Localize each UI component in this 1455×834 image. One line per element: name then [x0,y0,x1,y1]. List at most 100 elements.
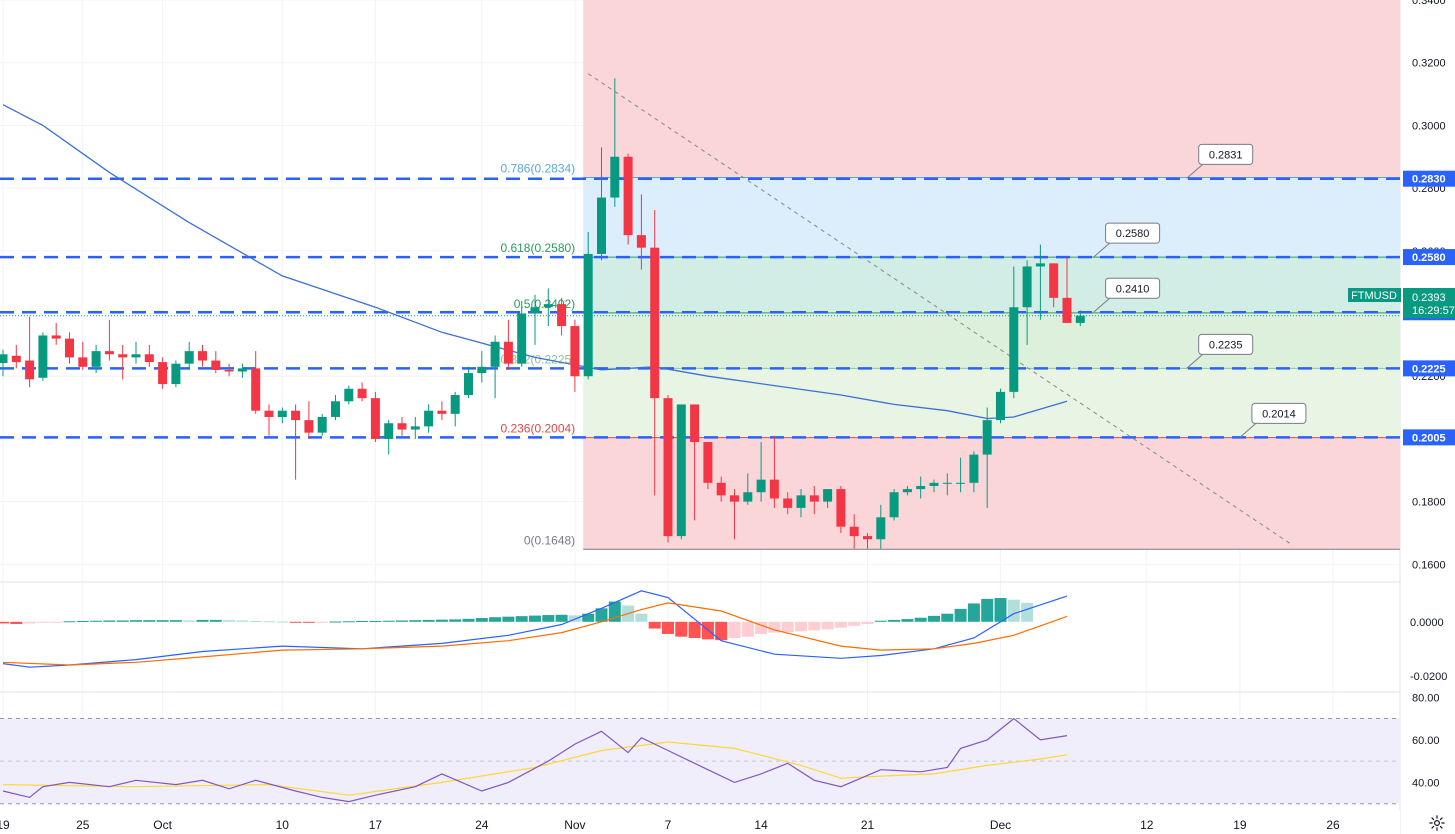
candle-body [982,420,992,455]
horizontal-levels[interactable] [0,177,1400,439]
candle-body [264,410,274,417]
candle-body [0,354,8,364]
candle-body [557,304,567,327]
candle-body [317,416,327,433]
callout-box[interactable] [1105,222,1161,244]
macd-histogram-bar [409,620,422,622]
time-tick-label: 17 [369,818,383,832]
candle-body [1035,263,1045,267]
candle-body [530,307,540,314]
macd-histogram-bar [648,621,661,629]
macd-histogram-bar [489,617,502,622]
macd-histogram-bar [396,620,408,622]
price-axis[interactable]: 0.16000.18000.20000.22000.24000.26000.28… [1401,0,1455,834]
candle-body [703,442,713,483]
fibonacci-retracement[interactable]: 0.786(0.2834)0.618(0.2580)0.5(0.2402)0.3… [500,0,1400,550]
callout-pointer [1186,354,1204,369]
macd-histogram-bar [382,620,395,622]
candle-body [783,498,793,508]
callout-pointer [1239,422,1257,438]
fib-level-label: 0.618(0.2580) [500,241,575,255]
macd-histogram-bar [808,621,821,631]
candle-body [636,235,646,248]
candle-body [756,479,766,493]
candle-body [597,197,606,254]
callout-label: 0.2831 [1209,149,1243,161]
callout-box[interactable] [1251,402,1307,424]
candle-body [118,354,128,358]
macd-histogram-bar [715,621,728,641]
candle-body [11,355,21,363]
callout-box[interactable] [1105,277,1161,299]
candle-body [663,398,673,537]
candle-body [876,517,886,540]
macd-histogram-bar [688,621,701,638]
macd-histogram-bar [76,620,89,622]
macd-histogram-bar [422,619,435,622]
rsi-tick-label: 40.00 [1412,777,1440,789]
fib-level-label: 0.786(0.2834) [500,161,575,175]
macd-histogram-bar [143,620,156,622]
macd-histogram-bar [276,621,289,623]
trendline[interactable] [587,73,1294,546]
candle-body [397,423,407,430]
candle-body [224,369,234,372]
callout-pointer [1093,242,1110,258]
candle-body [65,338,74,358]
candle-body [503,341,513,364]
macd-histogram-bar [874,620,887,622]
callout-box[interactable] [1198,143,1254,165]
macd-histogram-bar [595,608,608,622]
fib-zone [583,0,1400,178]
candle-body [91,351,101,367]
gear-icon[interactable] [1428,814,1446,832]
macd-histogram-bar [342,621,355,623]
callout-label: 0.2014 [1262,408,1296,420]
macd-histogram-bar [50,621,63,623]
candle-body [25,360,35,380]
price-tick-label: 0.3400 [1412,0,1446,7]
macd-histogram-bar [582,613,595,622]
price-tick-label: 0.3000 [1412,120,1446,132]
macd-histogram-bar [1007,599,1020,622]
candle-body [251,368,261,411]
macd-histogram-bar [755,621,768,634]
candle-body [796,495,806,508]
candle-body [291,410,301,421]
trendline-path[interactable] [587,73,1294,546]
price-axis-bg [1401,0,1455,834]
moving-average [2,104,1068,420]
macd-histogram-bar [249,620,262,622]
symbol-badge: FTMUSD [1351,290,1397,302]
candle-body [131,354,141,358]
symbol-badge-bg [1348,288,1401,302]
callout-pointer [1186,164,1204,179]
macd-histogram-bar [356,620,369,622]
macd-tick-label: -0.0200 [1410,671,1447,683]
time-tick-label: 21 [861,818,875,832]
candle-body [956,482,966,484]
macd-histogram-bar [156,620,169,622]
macd-histogram-bar [928,615,940,622]
macd-histogram-bar [63,621,76,623]
ma-line [2,104,1068,420]
candle-body [331,401,340,417]
price-callouts[interactable]: 0.2831 0.2580 0.2410 0.2235 0.2014 [1093,143,1307,438]
macd-histogram-bar [236,620,249,622]
candle-body [836,489,846,527]
candle-body [51,335,61,339]
price-tick-label: 0.1600 [1412,559,1446,571]
callout-box[interactable] [1198,333,1254,355]
macd-histogram-bar [289,621,302,623]
candle-body [676,404,686,537]
candle-body [1075,315,1085,323]
price-tick-label: 0.3200 [1412,58,1446,70]
macd-histogram-bar [529,615,541,622]
rsi-tick-label: 80.00 [1412,692,1440,704]
time-axis[interactable]: 19 25 Oct 10 17 24 Nov 7 14 21 Dec 12 19 26 [0,810,1400,834]
time-tick-label: 24 [475,818,489,832]
macd-histogram-bar [795,621,807,632]
last-price-label: 0.2393 [1412,292,1446,304]
level-badge-label: 0.2005 [1412,432,1446,444]
